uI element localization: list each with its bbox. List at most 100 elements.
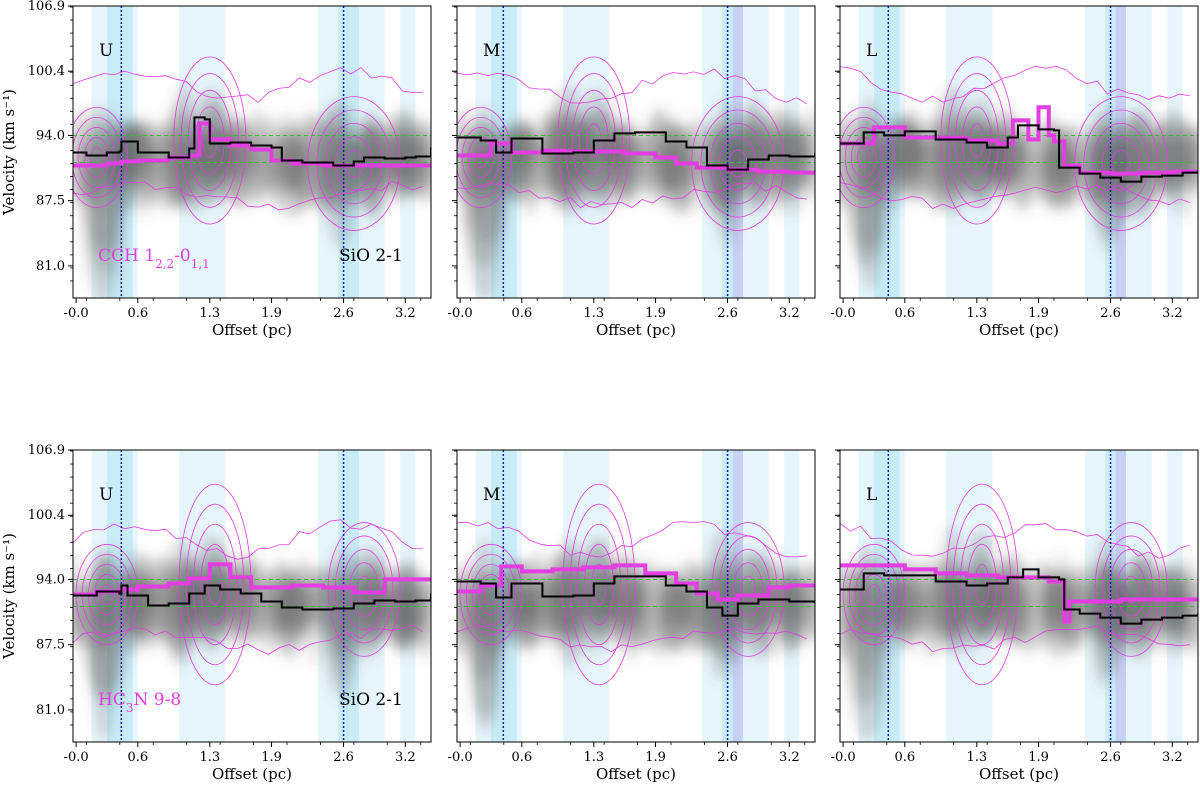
magenta-contour xyxy=(1083,109,1159,218)
y-axis-label: Velocity (km s⁻¹) xyxy=(0,533,18,660)
panel-frame xyxy=(456,449,816,743)
panel-top-l: -0.0 0.6 1.3 1.9 2.6 3.2 Offset (pc) L xyxy=(831,5,1199,339)
x-tick-label: 0.6 xyxy=(127,306,148,321)
magenta-contour xyxy=(945,483,1019,686)
panel-plot-area xyxy=(840,450,1198,742)
magenta-contour xyxy=(474,147,488,168)
x-tick-label: 3.2 xyxy=(395,750,416,765)
x-tick-label: 0.6 xyxy=(511,750,532,765)
y-tick-label: 81.0 xyxy=(36,259,65,274)
y-tick-label: 94.0 xyxy=(36,572,65,587)
emission-cloud xyxy=(113,121,155,208)
tracer-label-sub: 3 xyxy=(126,701,134,715)
panel-frame xyxy=(456,5,816,299)
emission-cloud xyxy=(660,127,697,214)
emission-cloud xyxy=(1151,109,1194,197)
y-tick-label: 87.5 xyxy=(36,638,65,653)
emission-cloud xyxy=(705,529,739,681)
emission-cloud xyxy=(1117,111,1156,220)
emission-cloud xyxy=(192,533,232,642)
x-tick-label: 2.6 xyxy=(717,750,738,765)
emission-cloud xyxy=(270,130,310,218)
magenta-contour xyxy=(1094,522,1168,657)
emission-cloud xyxy=(1157,570,1190,658)
tracer-label-main: HC xyxy=(98,690,126,710)
panel-label: U xyxy=(99,41,113,61)
panel-frame xyxy=(839,449,1199,743)
emission-cloud xyxy=(388,110,422,198)
panel-frame xyxy=(839,5,1199,299)
emission-cloud xyxy=(1042,572,1075,660)
y-tick-label: 94.0 xyxy=(36,128,65,143)
sio-peak-velocity-line xyxy=(457,131,815,171)
magenta-contour xyxy=(571,89,616,192)
x-axis-label: Offset (pc) xyxy=(979,321,1059,339)
emission-cloud xyxy=(657,569,688,656)
emission-cloud xyxy=(388,564,420,651)
magenta-contour xyxy=(844,127,883,189)
tracer-peak-velocity-line xyxy=(840,105,1198,176)
magenta-contour xyxy=(457,116,506,199)
magenta-contour xyxy=(200,543,230,625)
sio-peak-velocity-line xyxy=(457,575,815,617)
x-tick-label: 1.3 xyxy=(583,306,604,321)
panel-plot-area xyxy=(457,450,815,742)
x-tick-label: -0.0 xyxy=(64,750,89,765)
magenta-contour xyxy=(1123,575,1139,604)
magenta-contour xyxy=(472,563,510,625)
x-tick-label: 0.6 xyxy=(894,306,915,321)
sio-reference-label: SiO 2-1 xyxy=(339,246,403,266)
x-tick-label: 1.9 xyxy=(261,750,282,765)
x-tick-label: -0.0 xyxy=(64,306,89,321)
magenta-contour xyxy=(1101,136,1140,191)
panel-bottom-u: -0.0 0.6 1.3 1.9 2.6 3.2 Offset (pc) 81.0 87.5 94… xyxy=(0,443,432,783)
panel-frame xyxy=(72,5,432,299)
x-tick-label: 3.2 xyxy=(395,306,416,321)
panel-top-u: -0.0 0.6 1.3 1.9 2.6 3.2 Offset (pc) 81.0 87.5 94… xyxy=(0,0,432,339)
emission-cloud xyxy=(891,559,923,647)
panel-label: U xyxy=(99,485,113,505)
panel-bottom-l: -0.0 0.6 1.3 1.9 2.6 3.2 Offset (pc) L xyxy=(831,449,1199,783)
x-tick-label: -0.0 xyxy=(448,750,473,765)
magenta-contour xyxy=(718,136,757,191)
x-axis-label: Offset (pc) xyxy=(979,765,1059,783)
emission-cloud xyxy=(607,552,643,639)
y-tick-label: 100.4 xyxy=(28,64,65,79)
x-tick-label: 2.6 xyxy=(717,306,738,321)
magenta-outer-contour xyxy=(73,519,423,560)
y-tick-label: 81.0 xyxy=(36,703,65,718)
magenta-contour xyxy=(1092,123,1150,205)
panel-label: L xyxy=(866,41,877,61)
gray-emission xyxy=(457,86,815,298)
x-tick-label: 1.3 xyxy=(583,750,604,765)
x-axis-label: Offset (pc) xyxy=(596,765,676,783)
x-tick-label: -0.0 xyxy=(831,306,856,321)
magenta-outer-contour xyxy=(457,521,807,558)
emission-cloud xyxy=(964,530,999,639)
sio-peak-velocity-line xyxy=(73,584,431,611)
magenta-contour xyxy=(842,543,906,646)
emission-strip xyxy=(1191,581,1198,647)
magenta-contour xyxy=(733,562,763,617)
panel-top-m: -0.0 0.6 1.3 1.9 2.6 3.2 Offset (pc) M xyxy=(448,5,816,339)
x-axis-label: Offset (pc) xyxy=(212,321,292,339)
magenta-contour xyxy=(861,574,887,615)
tracer-label: CCH 12,2-01,1 xyxy=(98,246,210,271)
emission-cloud xyxy=(277,573,305,660)
magenta-contour xyxy=(1101,535,1161,644)
emission-cloud xyxy=(885,112,925,199)
magenta-contour xyxy=(848,553,900,636)
x-tick-label: 1.3 xyxy=(966,306,987,321)
tracer-peak-velocity-line xyxy=(73,562,431,597)
magenta-contour xyxy=(192,523,237,646)
x-tick-label: -0.0 xyxy=(448,306,473,321)
x-tick-label: 1.9 xyxy=(645,306,666,321)
panel-label: M xyxy=(483,485,500,505)
magenta-contour xyxy=(465,553,517,636)
magenta-contour xyxy=(569,503,629,666)
emission-cloud xyxy=(81,107,126,298)
emission-cloud xyxy=(120,551,155,638)
magenta-contour xyxy=(709,123,767,205)
panel-plot-area xyxy=(73,450,431,742)
